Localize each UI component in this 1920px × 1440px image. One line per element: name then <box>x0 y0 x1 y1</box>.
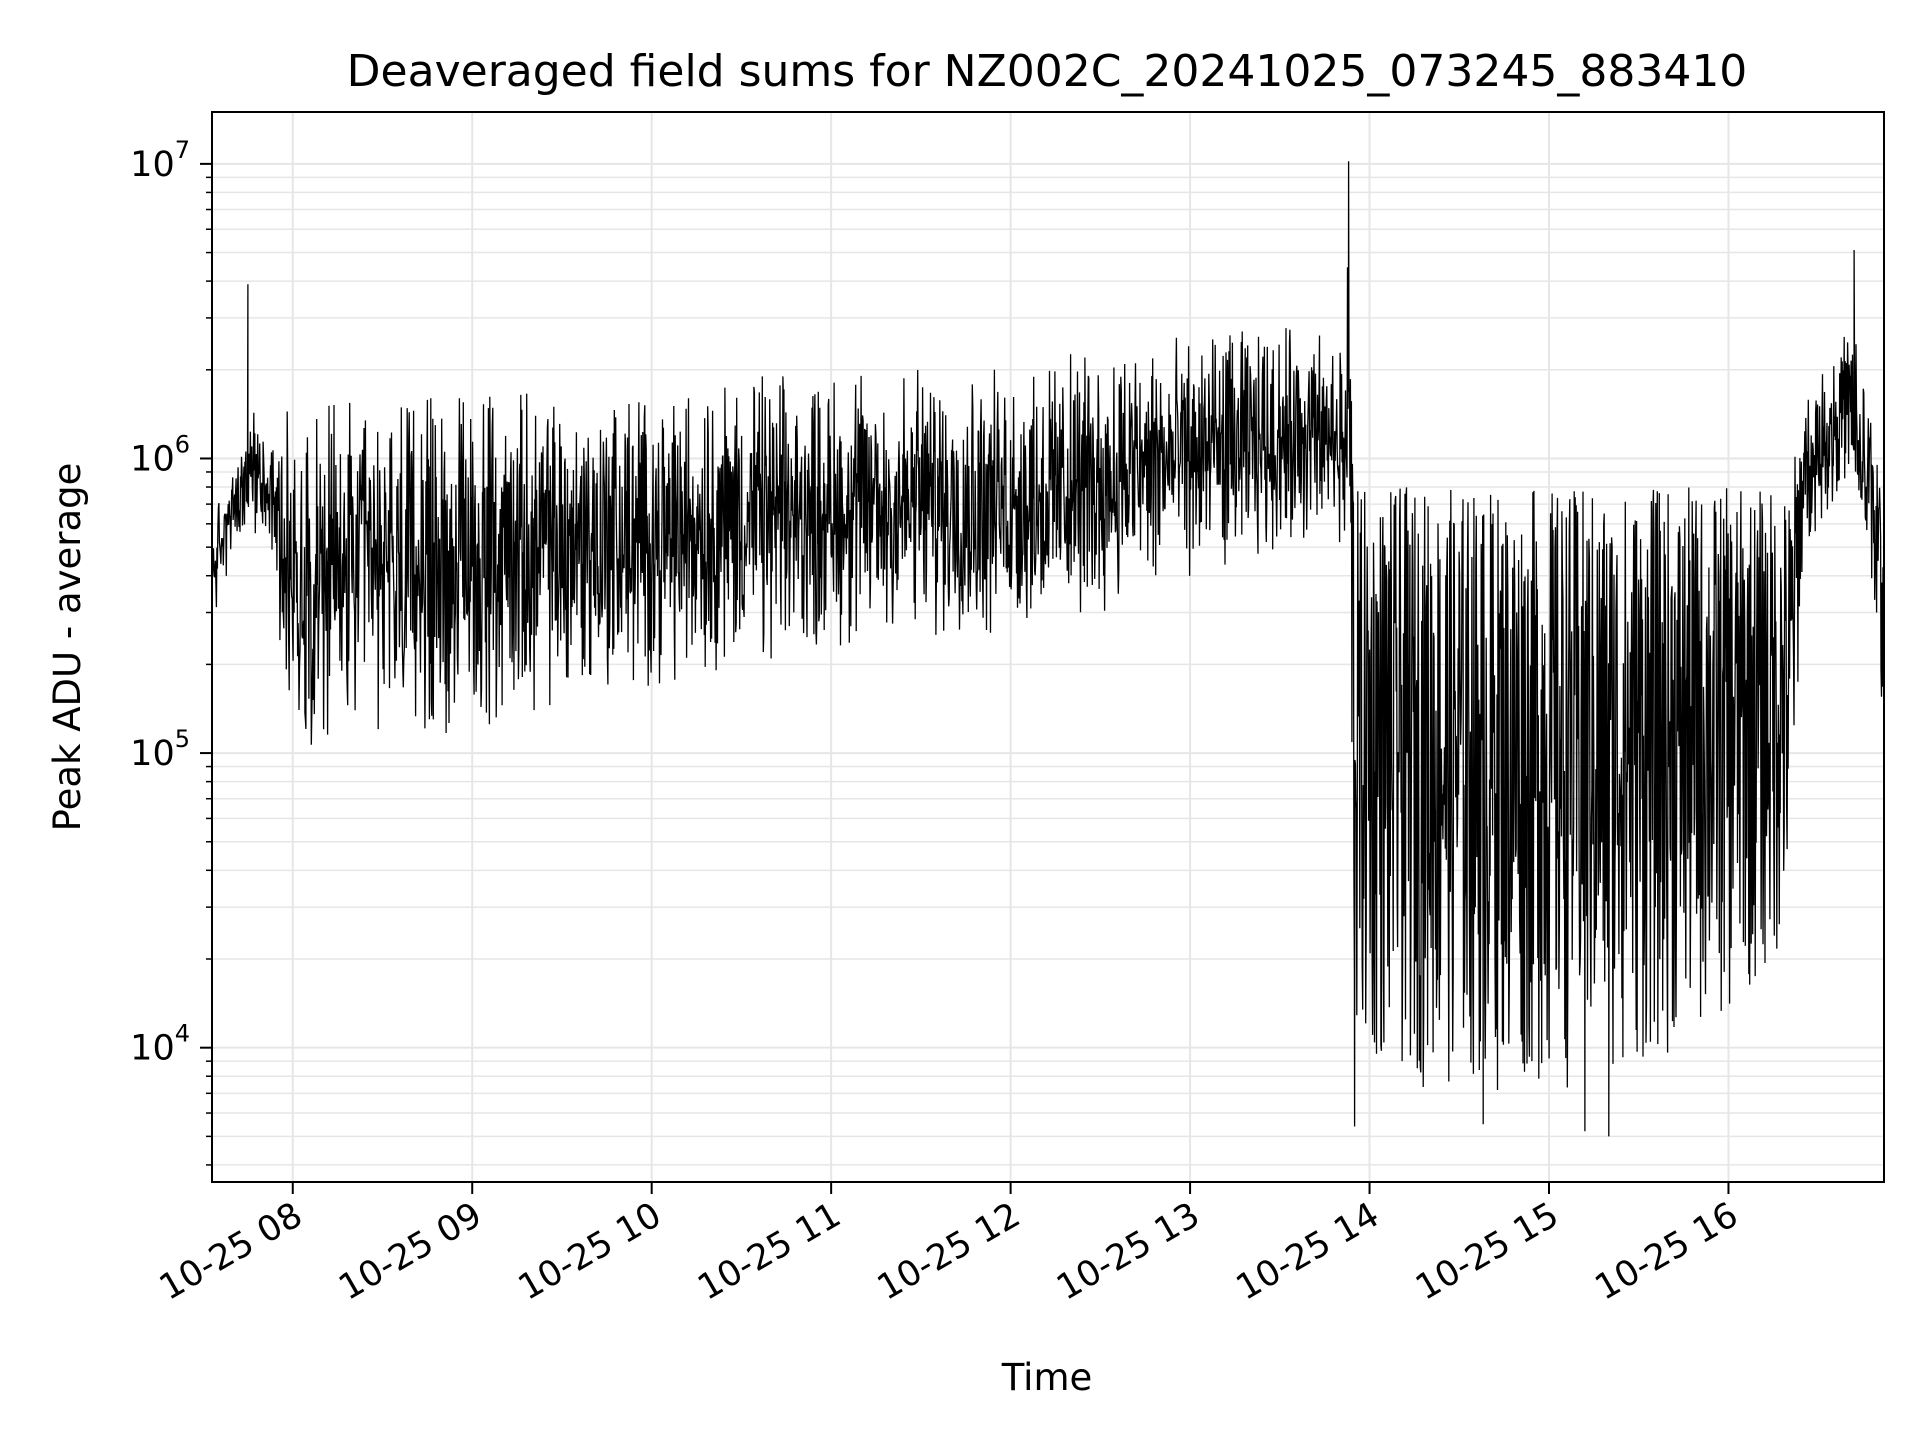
y-tick-label: 105 <box>130 725 190 774</box>
y-tick-label: 104 <box>130 1020 190 1069</box>
x-axis-label: Time <box>1001 1356 1093 1399</box>
plot-frame <box>211 111 1885 1183</box>
series-line <box>211 161 1885 1137</box>
chart-title: Deaveraged field sums for NZ002C_2024102… <box>347 46 1748 97</box>
data-series <box>211 161 1885 1137</box>
y-axis-label: Peak ADU - average <box>46 463 89 832</box>
y-tick-label: 107 <box>130 136 190 185</box>
y-axis-ticks: 104 105 106 107 <box>130 136 212 1166</box>
y-tick-label: 106 <box>130 430 190 479</box>
